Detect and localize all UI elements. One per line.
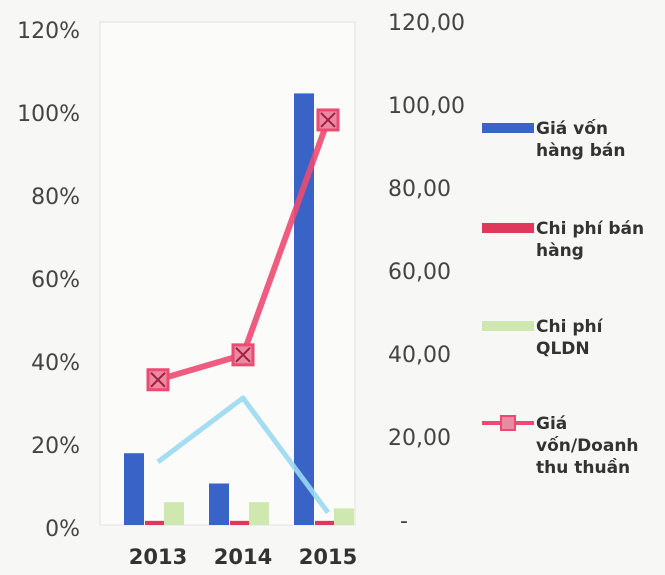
x-tick-label: 2014 [214,545,272,569]
marker [231,343,255,367]
legend-item: Chi phí bán hàng [478,218,658,262]
y2-tick-label: 100,00 [388,94,465,119]
y-tick-label: 40% [31,351,80,376]
marker [316,108,340,132]
plot-area [99,21,356,526]
y-tick-label: 0% [45,517,80,542]
bar [334,508,354,525]
y2-tick-label: 20,00 [388,426,451,451]
y2-tick-label: 40,00 [388,343,451,368]
legend-box [482,123,534,133]
y-tick-label: 20% [31,434,80,459]
legend-box [482,321,534,331]
bar [145,520,165,525]
legend-swatch [482,123,534,133]
bar [164,502,184,525]
legend-box [482,223,534,233]
bar [249,502,269,525]
y-tick-label: 80% [31,185,80,210]
legend-item: Giá vốn/Doanh thu thuần [478,413,658,479]
y2-tick-label: 120,00 [388,11,465,36]
y-tick-label: 100% [17,102,80,127]
x-tick-label: 2015 [299,545,357,569]
y2-tick-label: 80,00 [388,177,451,202]
marker-cross [235,347,251,363]
y-tick-label: 60% [31,268,80,293]
legend-swatch [482,321,534,331]
legend-label: Chi phí bán hàng [536,219,645,261]
legend-label: Giá vốn hàng bán [536,119,626,161]
legend-marker [500,415,516,431]
bar [315,520,335,525]
bar [230,520,250,525]
marker-cross [320,112,336,128]
legend-swatch [482,223,534,233]
legend-swatch [482,415,534,431]
bar [124,453,144,525]
marker-cross [150,372,166,388]
legend-item: Chi phí QLDN [478,316,658,360]
marker [146,368,170,392]
y2-tick-label: - [400,509,408,534]
y2-tick-label: 60,00 [388,260,451,285]
x-tick-label: 2013 [129,545,187,569]
legend-label: Giá vốn/Doanh thu thuần [536,414,639,478]
line [156,395,331,515]
bar [209,483,229,525]
y-tick-label: 120% [17,19,80,44]
legend-label: Chi phí QLDN [536,317,603,359]
legend-item: Giá vốn hàng bán [478,118,658,162]
